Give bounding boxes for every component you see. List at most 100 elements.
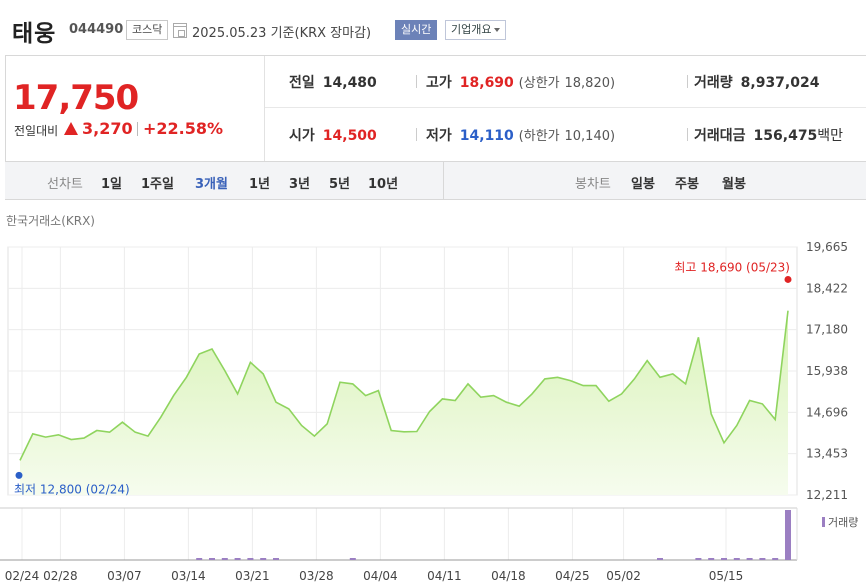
trade-value-amount: 156,475 [753,128,818,144]
volume-bars [196,510,791,560]
tab-1day[interactable]: 1일 [101,177,123,192]
line-chart-label: 선차트 [47,177,83,192]
calendar-icon [173,23,187,38]
tab-1week[interactable]: 1주일 [141,177,174,192]
tab-daily-candle[interactable]: 일봉 [631,177,655,192]
change-value: 3,270 [82,119,133,138]
volume-bar [746,558,753,560]
volume-legend: 거래량 [828,516,858,529]
y-tick-label: 17,180 [806,323,848,337]
realtime-button[interactable]: 실시간 [395,20,438,40]
volume-bar [708,558,715,560]
open-value: 14,500 [322,128,377,144]
date-value: 2025.05.23 [192,26,267,41]
tab-3year[interactable]: 3년 [289,177,311,192]
tab-weekly-candle[interactable]: 주봉 [675,177,699,192]
divider [443,162,444,200]
y-axis-labels: 19,665 18,422 17,180 15,938 14,696 13,453 12,2… [806,240,848,502]
candle-chart-label: 봉차트 [575,177,611,192]
x-tick-label: 05/02 [606,569,641,583]
change-percent: +22.58% [143,119,224,138]
max-point [784,275,792,283]
upper-limit-label: (상한가 [518,76,560,91]
volume-bar [273,558,279,560]
x-tick-label: 03/28 [299,569,334,583]
tab-5year[interactable]: 5년 [329,177,351,192]
divider [416,75,417,88]
divider [687,75,688,88]
y-tick-label: 13,453 [806,447,848,461]
open-label: 시가 [289,128,315,144]
volume-bar [695,558,702,560]
volume-bar [260,558,267,560]
volume-bar [196,558,203,560]
up-triangle-icon [64,122,78,135]
x-tick-label: 02/24 [5,569,40,583]
x-tick-label: 04/04 [363,569,398,583]
market-badge: 코스닥 [126,20,169,40]
divider [137,122,138,136]
divider [687,128,688,141]
high-price: 고가 18,690 (상한가 18,820) [426,72,615,92]
stock-code: 044490 [69,22,124,37]
volume-bar [733,558,740,560]
upper-limit-value: 18,820) [564,76,616,91]
prev-close: 전일 14,480 [289,72,377,92]
change-label: 전일대비 [14,124,59,138]
chart-tab-bar: 선차트 1일 1주일 3개월 1년 3년 5년 10년 봉차트 일봉 주봉 월봉 [5,162,866,200]
x-axis-labels: 02/24 02/28 03/07 03/14 03/21 03/28 04/04 04/11… [5,569,744,583]
tab-monthly-candle[interactable]: 월봉 [722,177,746,192]
divider [416,128,417,141]
chevron-down-icon [494,28,501,32]
current-price: 17,750 [13,78,139,118]
x-tick-label: 04/25 [555,569,590,583]
min-annotation: 최저 12,800 (02/24) [14,482,130,496]
prev-close-value: 14,480 [322,75,377,91]
x-tick-label: 02/28 [43,569,78,583]
max-annotation: 최고 18,690 (05/23) [674,260,790,274]
price-chart[interactable]: 19,665 18,422 17,180 15,938 14,696 13,453 12,2… [0,230,866,588]
stock-header: 태웅 044490 코스닥 2025.05.23 기준(KRX 장마감) 실시간… [0,0,866,55]
tab-3month[interactable]: 3개월 [195,177,228,192]
y-tick-label: 12,211 [806,488,848,502]
lower-limit-value: 10,140) [564,129,616,144]
x-tick-label: 04/11 [427,569,462,583]
volume-legend-marker [822,517,825,527]
volume: 거래량 8,937,024 [694,72,819,92]
x-tick-label: 03/07 [107,569,142,583]
volume-bar [247,558,254,560]
company-overview-dropdown[interactable]: 기업개요 [445,20,507,40]
high-value: 18,690 [459,75,514,91]
volume-bar [234,558,241,560]
volume-bar [759,558,766,560]
volume-bar [721,558,727,560]
open-price: 시가 14,500 [289,125,377,145]
volume-bar [772,558,779,560]
x-tick-label: 05/15 [709,569,744,583]
prev-close-label: 전일 [289,75,315,91]
divider [264,56,265,161]
trade-value-unit: 백만 [817,128,844,144]
tab-10year[interactable]: 10년 [368,177,399,192]
volume-value: 8,937,024 [740,75,820,91]
low-price: 저가 14,110 (하한가 10,140) [426,125,615,145]
volume-bar [209,558,215,560]
volume-bar [785,510,791,560]
y-tick-label: 19,665 [806,240,848,254]
exchange-label: 한국거래소(KRX) [6,214,95,228]
price-line [19,310,789,461]
volume-bar [657,558,663,560]
low-label: 저가 [426,128,452,144]
volume-label: 거래량 [694,75,733,91]
y-tick-label: 18,422 [806,281,848,295]
divider [265,107,866,108]
volume-bar [221,558,228,560]
basis-text: 기준(KRX 장마감) [270,26,372,41]
stock-name: 태웅 [12,21,57,47]
price-summary: 17,750 전일대비 3,270 +22.58% 전일 14,480 고가 18,… [5,55,866,162]
high-label: 고가 [426,75,452,91]
x-tick-label: 03/14 [171,569,206,583]
company-overview-label: 기업개요 [451,23,492,36]
tab-1year[interactable]: 1년 [249,177,271,192]
trade-value-label: 거래대금 [694,128,746,144]
